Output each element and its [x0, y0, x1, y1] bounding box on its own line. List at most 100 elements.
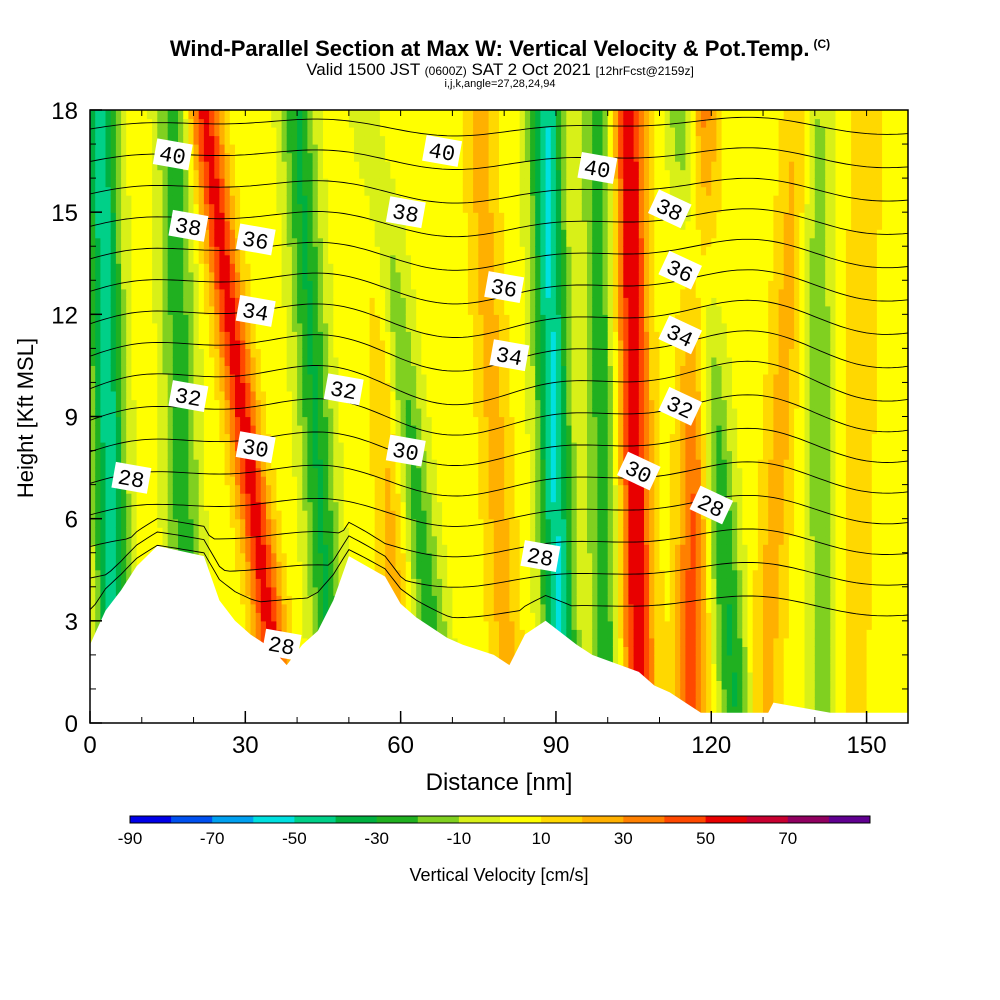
velocity-cell [90, 399, 96, 409]
velocity-cell [426, 552, 433, 562]
velocity-cell [157, 263, 164, 273]
velocity-cell [167, 297, 174, 307]
velocity-cell [436, 501, 443, 511]
velocity-cell [121, 220, 127, 230]
velocity-cell [442, 612, 448, 622]
velocity-cell [359, 169, 365, 179]
velocity-cell [157, 314, 164, 324]
velocity-cell [302, 348, 309, 358]
velocity-cell [281, 484, 288, 494]
velocity-cell [131, 314, 138, 324]
velocity-cell [379, 169, 386, 179]
velocity-cell [302, 569, 309, 579]
velocity-cell [379, 118, 386, 128]
velocity-cell [224, 569, 231, 579]
velocity-cell [436, 169, 443, 179]
velocity-cell [209, 459, 215, 469]
velocity-cell [131, 459, 138, 469]
velocity-cell [369, 144, 376, 154]
velocity-cell [121, 493, 127, 503]
velocity-cell [266, 254, 272, 264]
velocity-cell [193, 518, 200, 528]
velocity-cell [317, 442, 324, 452]
velocity-cell [214, 144, 221, 154]
velocity-cell [240, 620, 246, 630]
velocity-cell [136, 510, 143, 520]
velocity-cell [379, 339, 386, 349]
velocity-cell [100, 161, 107, 171]
velocity-cell [390, 186, 397, 196]
velocity-cell [250, 484, 257, 494]
velocity-cell [395, 476, 402, 486]
velocity-cell [126, 305, 132, 315]
velocity-cell [188, 467, 195, 477]
velocity-cell [317, 365, 324, 375]
velocity-cell [281, 110, 288, 120]
velocity-cell [426, 416, 433, 426]
velocity-cell [110, 544, 117, 554]
velocity-cell [271, 152, 277, 162]
velocity-cell [152, 408, 158, 418]
velocity-cell [426, 476, 433, 486]
velocity-cell [131, 144, 138, 154]
chart-title: Wind-Parallel Section at Max W: Vertical… [0, 36, 1000, 62]
velocity-cell [90, 135, 96, 145]
velocity-cell [395, 280, 402, 290]
velocity-cell [152, 399, 158, 409]
velocity-cell [281, 459, 288, 469]
velocity-cell [400, 416, 407, 426]
velocity-cell [110, 484, 117, 494]
velocity-cell [426, 220, 433, 230]
velocity-cell [188, 356, 195, 366]
velocity-cell [240, 408, 246, 418]
velocity-cell [266, 535, 272, 545]
velocity-cell [395, 118, 402, 128]
velocity-cell [276, 161, 283, 171]
velocity-cell [385, 552, 391, 562]
velocity-cell [302, 254, 309, 264]
velocity-cell [105, 220, 112, 230]
velocity-cell [245, 612, 252, 622]
velocity-cell [312, 365, 319, 375]
velocity-cell [385, 186, 391, 196]
velocity-cell [312, 425, 319, 435]
velocity-cell [255, 620, 262, 630]
velocity-cell [364, 254, 371, 264]
velocity-cell [245, 135, 252, 145]
velocity-cell [436, 212, 443, 222]
velocity-cell [271, 365, 277, 375]
velocity-cell [90, 527, 96, 537]
velocity-cell [379, 544, 386, 554]
velocity-cell [183, 433, 189, 443]
velocity-cell [323, 450, 329, 460]
velocity-cell [328, 288, 334, 298]
velocity-cell [416, 399, 422, 409]
copyright-mark: (C) [813, 36, 831, 51]
velocity-cell [312, 297, 319, 307]
velocity-cell [131, 552, 138, 562]
velocity-cell [307, 467, 314, 477]
velocity-cell [157, 416, 164, 426]
velocity-cell [323, 348, 329, 358]
velocity-cell [343, 467, 350, 477]
velocity-cell [390, 297, 397, 307]
velocity-cell [260, 620, 267, 630]
velocity-cell [240, 425, 246, 435]
velocity-cell [307, 603, 314, 613]
velocity-cell [281, 510, 288, 520]
velocity-cell [343, 110, 350, 120]
velocity-cell [126, 118, 132, 128]
velocity-cell [421, 356, 428, 366]
velocity-cell [379, 135, 386, 145]
velocity-cell [421, 280, 428, 290]
velocity-cell [431, 195, 438, 205]
velocity-cell [271, 408, 277, 418]
velocity-cell [136, 501, 143, 511]
velocity-cell [115, 382, 122, 392]
velocity-cell [276, 127, 283, 137]
velocity-cell [90, 229, 96, 239]
velocity-cell [115, 510, 122, 520]
velocity-cell [266, 603, 272, 613]
velocity-cell [126, 314, 132, 324]
velocity-cell [317, 416, 324, 426]
